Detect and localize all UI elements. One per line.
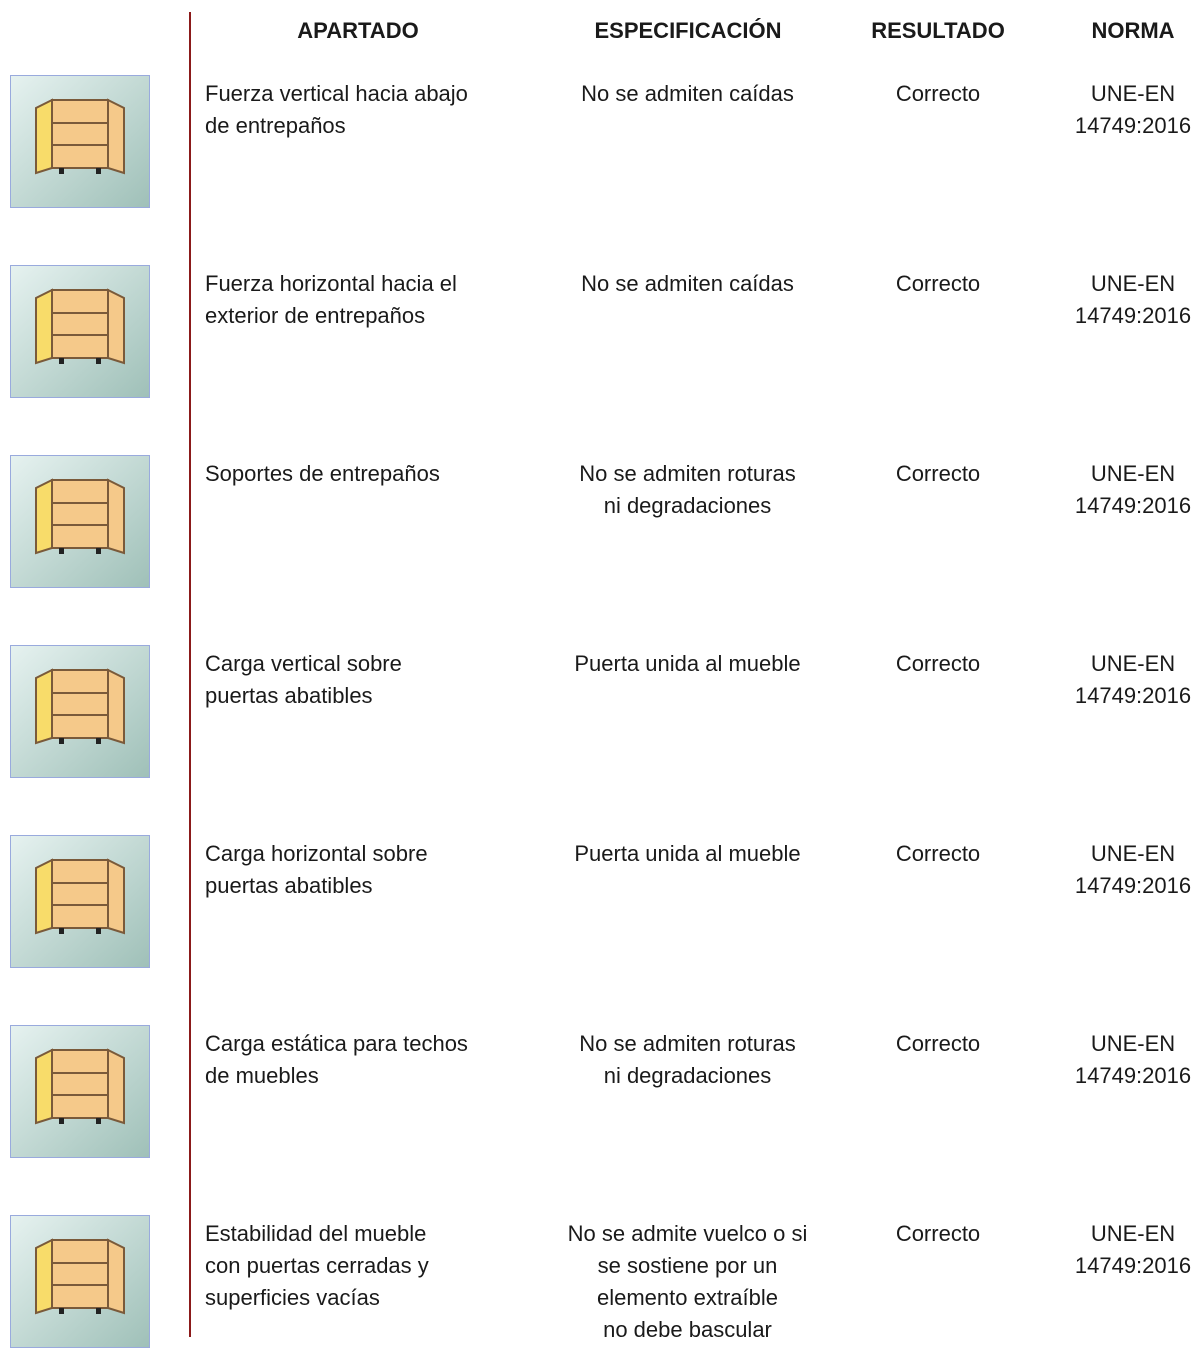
text-line: elemento extraíble [597, 1285, 778, 1310]
text-line: No se admite vuelco o si [567, 1221, 808, 1246]
text-line: Fuerza horizontal hacia el [205, 271, 457, 296]
text-line: con puertas cerradas y [205, 1253, 429, 1278]
text-line: 14749:2016 [1074, 683, 1192, 708]
especificacion: No se admite vuelco o si se sostiene por … [535, 1218, 840, 1346]
text-line: Puerta unida al mueble [574, 651, 801, 676]
especificacion: No se admiten roturas ni degradaciones [535, 1028, 840, 1092]
resultado: Correcto [895, 1221, 981, 1246]
text-line: ni degradaciones [603, 1063, 772, 1088]
text-line: se sostiene por un [597, 1253, 778, 1278]
apartado: Fuerza horizontal hacia el exterior de en… [205, 268, 535, 332]
icon [10, 645, 150, 778]
text-line: puertas abatibles [205, 683, 373, 708]
apartado: Estabilidad del mueble con puertas cerrad… [205, 1218, 535, 1314]
column-header: ESPECIFICACIÓN [594, 18, 782, 43]
text-line: UNE-EN [1090, 651, 1176, 676]
apartado: Fuerza vertical hacia abajo de entrepaños [205, 78, 535, 142]
resultado: Correcto [895, 461, 981, 486]
icon [10, 1025, 150, 1158]
apartado: Carga estática para techos de muebles [205, 1028, 535, 1092]
text-line: Carga horizontal sobre [205, 841, 428, 866]
text-line: No se admiten caídas [581, 271, 794, 296]
text-line: Puerta unida al mueble [574, 841, 801, 866]
text-line: UNE-EN [1090, 81, 1176, 106]
norma: UNE-EN 14749:2016 [1050, 838, 1204, 902]
text-line: puertas abatibles [205, 873, 373, 898]
text-line: No se admiten roturas [579, 1031, 796, 1056]
especificacion: No se admiten roturas ni degradaciones [535, 458, 840, 522]
especificacion: No se admiten caídas [535, 78, 840, 110]
apartado: Carga horizontal sobre puertas abatibles [205, 838, 535, 902]
especificacion: Puerta unida al mueble [535, 648, 840, 680]
text-line: 14749:2016 [1074, 873, 1192, 898]
text-line: No se admiten caídas [581, 81, 794, 106]
icon [10, 1215, 150, 1348]
apartado: Soportes de entrepaños [205, 458, 535, 490]
text-line: Carga vertical sobre [205, 651, 402, 676]
text-line: UNE-EN [1090, 1031, 1176, 1056]
text-line: 14749:2016 [1074, 113, 1192, 138]
resultado: Correcto [895, 841, 981, 866]
especificacion: No se admiten caídas [535, 268, 840, 300]
norma: UNE-EN 14749:2016 [1050, 1218, 1204, 1282]
text-line: UNE-EN [1090, 461, 1176, 486]
text-line: UNE-EN [1090, 1221, 1176, 1246]
text-line: ni degradaciones [603, 493, 772, 518]
text-line: superficies vacías [205, 1285, 380, 1310]
text-line: Soportes de entrepaños [205, 461, 440, 486]
text-line: 14749:2016 [1074, 493, 1192, 518]
text-line: de entrepaños [205, 113, 346, 138]
text-line: 14749:2016 [1074, 1253, 1192, 1278]
norma: UNE-EN 14749:2016 [1050, 458, 1204, 522]
text-line: 14749:2016 [1074, 1063, 1192, 1088]
resultado: Correcto [895, 651, 981, 676]
text-line: Estabilidad del mueble [205, 1221, 427, 1246]
column-header: APARTADO [297, 18, 419, 43]
text-line: UNE-EN [1090, 841, 1176, 866]
text-line: No se admiten roturas [579, 461, 796, 486]
resultado: Correcto [895, 81, 981, 106]
text-line: no debe bascular [603, 1317, 772, 1342]
text-line: 14749:2016 [1074, 303, 1192, 328]
text-line: de muebles [205, 1063, 319, 1088]
text-line: Fuerza vertical hacia abajo [205, 81, 468, 106]
text-line: Carga estática para techos [205, 1031, 468, 1056]
text-line: UNE-EN [1090, 271, 1176, 296]
icon [10, 835, 150, 968]
norma: UNE-EN 14749:2016 [1050, 78, 1204, 142]
norma: UNE-EN 14749:2016 [1050, 268, 1204, 332]
icon [10, 455, 150, 588]
icon [10, 75, 150, 208]
norma: UNE-EN 14749:2016 [1050, 1028, 1204, 1092]
resultado: Correcto [895, 1031, 981, 1056]
resultado: Correcto [895, 271, 981, 296]
apartado: Carga vertical sobre puertas abatibles [205, 648, 535, 712]
column-header: RESULTADO [871, 18, 1005, 43]
norma: UNE-EN 14749:2016 [1050, 648, 1204, 712]
especificacion: Puerta unida al mueble [535, 838, 840, 870]
icon [10, 265, 150, 398]
divider [189, 12, 191, 1337]
text-line: exterior de entrepaños [205, 303, 426, 328]
column-header: NORMA [1091, 18, 1175, 43]
